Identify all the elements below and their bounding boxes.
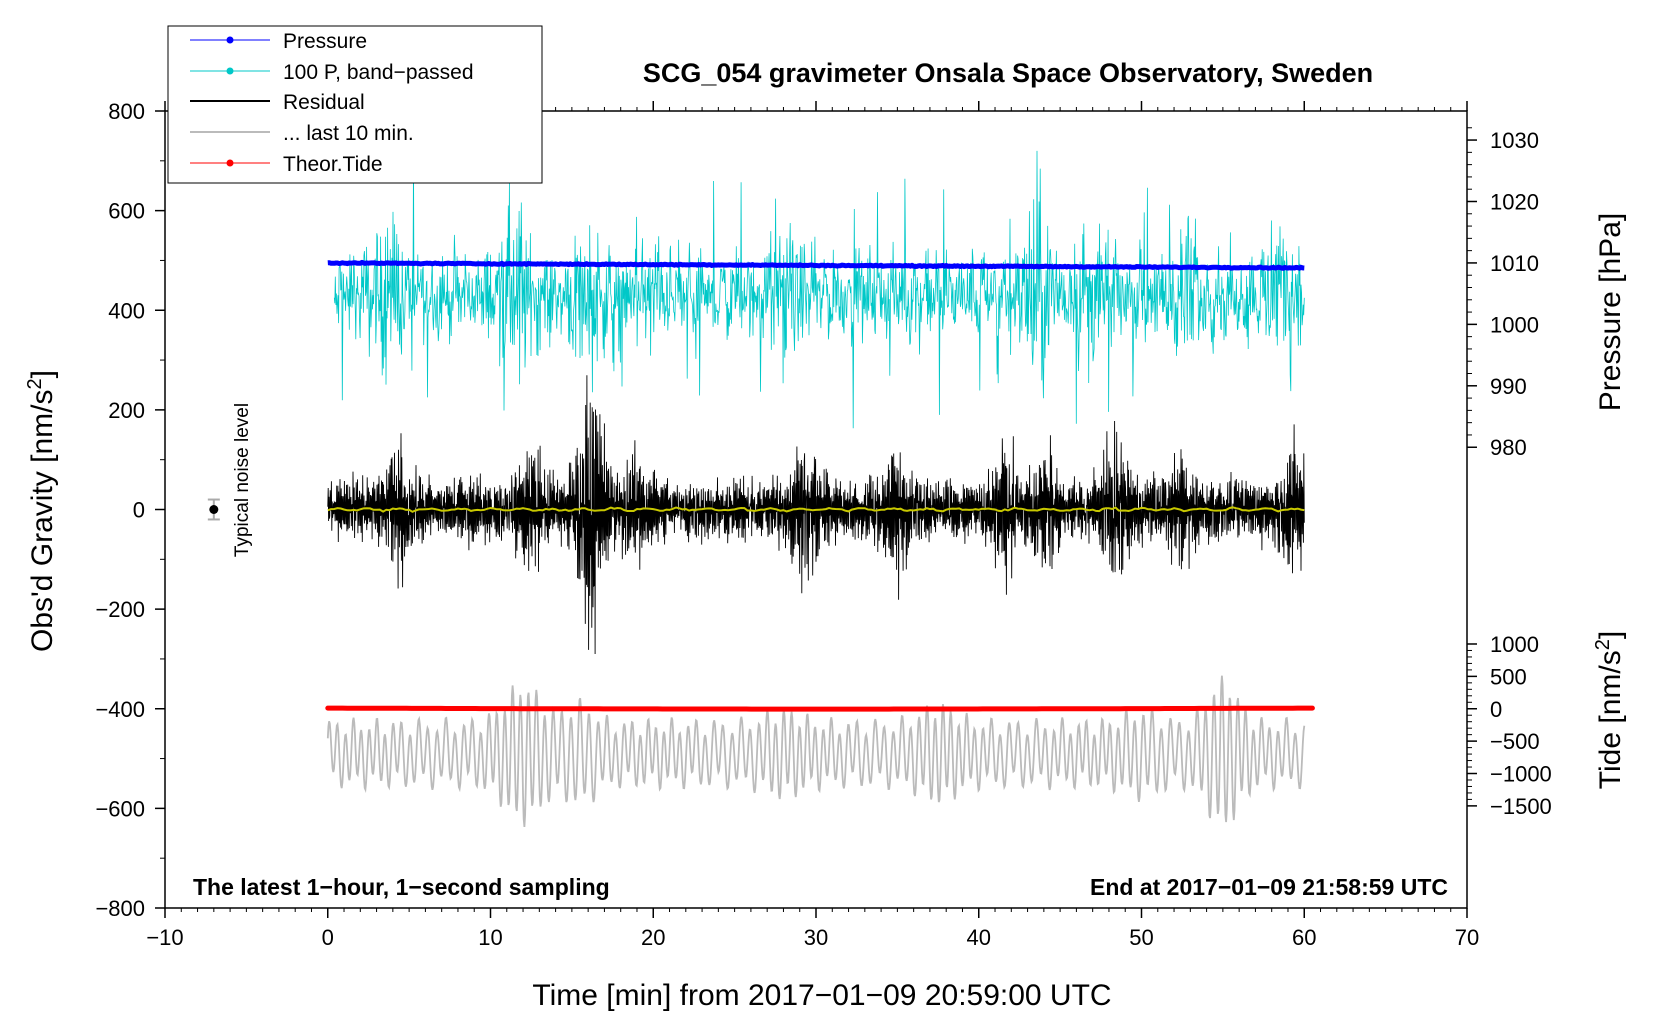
y-left-title-main: Obs'd Gravity [nm/s	[26, 390, 59, 652]
legend: Pressure 100 P, band−passed Residual ...…	[167, 25, 543, 184]
y-tick-label: 0	[133, 498, 145, 523]
y-axis-left-title: Obs'd Gravity [nm/s2]	[24, 370, 59, 652]
series-line-residual	[327, 375, 1305, 655]
tide-axis-ticks: 1000 500 0 −500 −1000 −1500	[1467, 632, 1552, 819]
y-tick-label: 200	[108, 398, 145, 423]
legend-label-last-10-min: ... last 10 min.	[283, 122, 414, 145]
series-residual	[327, 375, 1305, 655]
series-line-theor-tide	[325, 705, 1315, 712]
tide-tick-label: 500	[1490, 664, 1527, 689]
legend-entry-last-10-min: ... last 10 min.	[190, 122, 414, 145]
legend-label-band-passed: 100 P, band−passed	[283, 61, 474, 84]
x-tick-label: 40	[967, 925, 991, 950]
y-tick-label: −200	[95, 597, 145, 622]
y-left-title-end: ]	[26, 370, 59, 378]
x-tick-label: 50	[1129, 925, 1153, 950]
tide-tick-label: 1000	[1490, 632, 1539, 657]
annotation-bottom-left: The latest 1−hour, 1−second sampling	[193, 874, 610, 900]
tide-title-sup: 2	[1592, 639, 1614, 650]
y-left-title-sup: 2	[24, 378, 46, 389]
legend-entry-residual: Residual	[190, 91, 365, 114]
tide-tick-label: −1000	[1490, 762, 1552, 787]
pressure-tick-label: 1020	[1490, 189, 1539, 214]
legend-marker-band-passed	[226, 67, 234, 75]
x-tick-label: −10	[146, 925, 183, 950]
x-tick-label: 0	[322, 925, 334, 950]
noise-level-label: Typical noise level	[232, 403, 253, 557]
y-axis-left-ticks: 800 600 400 200 0 −200 −400 −600 −800	[95, 99, 165, 921]
series-theor-tide	[325, 705, 1315, 712]
x-axis-title: Time [min] from 2017−01−09 20:59:00 UTC	[532, 979, 1111, 1012]
chart-title: SCG_054 gravimeter Onsala Space Observat…	[643, 58, 1373, 88]
pressure-tick-label: 1030	[1490, 128, 1539, 153]
pressure-tick-label: 1000	[1490, 312, 1539, 337]
legend-entry-band-passed: 100 P, band−passed	[190, 61, 474, 84]
y-tick-label: −600	[95, 796, 145, 821]
pressure-tick-label: 1010	[1490, 251, 1539, 276]
series-line-pressure	[326, 259, 1306, 271]
series-line-last-10-min	[326, 675, 1306, 827]
pressure-tick-label: 980	[1490, 435, 1527, 460]
legend-label-residual: Residual	[283, 91, 365, 114]
tide-title-end: ]	[1594, 631, 1627, 639]
tide-tick-label: 0	[1490, 697, 1502, 722]
x-tick-label: 20	[641, 925, 665, 950]
series-smoothed-residual	[327, 506, 1305, 513]
typical-noise-level-marker	[207, 498, 220, 521]
tide-tick-label: −500	[1490, 729, 1540, 754]
legend-label-pressure: Pressure	[283, 30, 367, 53]
y-axis-tide-title: Tide [nm/s2]	[1592, 631, 1627, 789]
y-tick-label: 400	[108, 298, 145, 323]
series-100p-band-passed	[333, 150, 1305, 429]
legend-marker-pressure	[226, 36, 234, 44]
x-tick-label: 10	[478, 925, 502, 950]
y-axis-pressure-title: Pressure [hPa]	[1594, 213, 1627, 411]
series-pressure	[326, 259, 1306, 271]
y-tick-label: 800	[108, 99, 145, 124]
y-tick-label: −400	[95, 697, 145, 722]
series-line-band-passed	[333, 150, 1305, 429]
x-axis-ticks: −10 0 10 20 30 40 50 60 70	[146, 101, 1479, 950]
legend-label-theor-tide: Theor.Tide	[283, 153, 383, 176]
pressure-tick-label: 990	[1490, 374, 1527, 399]
x-tick-label: 30	[804, 925, 828, 950]
legend-entry-pressure: Pressure	[190, 30, 367, 53]
series-line-smoothed-residual	[327, 506, 1305, 513]
pressure-axis-ticks: 1030 1020 1010 1000 990 980	[1467, 127, 1539, 460]
annotation-bottom-right: End at 2017−01−09 21:58:59 UTC	[1090, 874, 1448, 900]
tide-title-main: Tide [nm/s	[1594, 650, 1627, 789]
series-last-10-min	[326, 675, 1306, 827]
tide-tick-label: −1500	[1490, 794, 1552, 819]
x-tick-label: 70	[1455, 925, 1479, 950]
legend-marker-theor-tide	[226, 159, 234, 167]
x-tick-label: 60	[1292, 925, 1316, 950]
y-tick-label: −800	[95, 896, 145, 921]
y-tick-label: 600	[108, 199, 145, 224]
legend-box	[167, 25, 543, 184]
legend-entry-theor-tide: Theor.Tide	[190, 153, 383, 176]
noise-point	[209, 505, 219, 514]
